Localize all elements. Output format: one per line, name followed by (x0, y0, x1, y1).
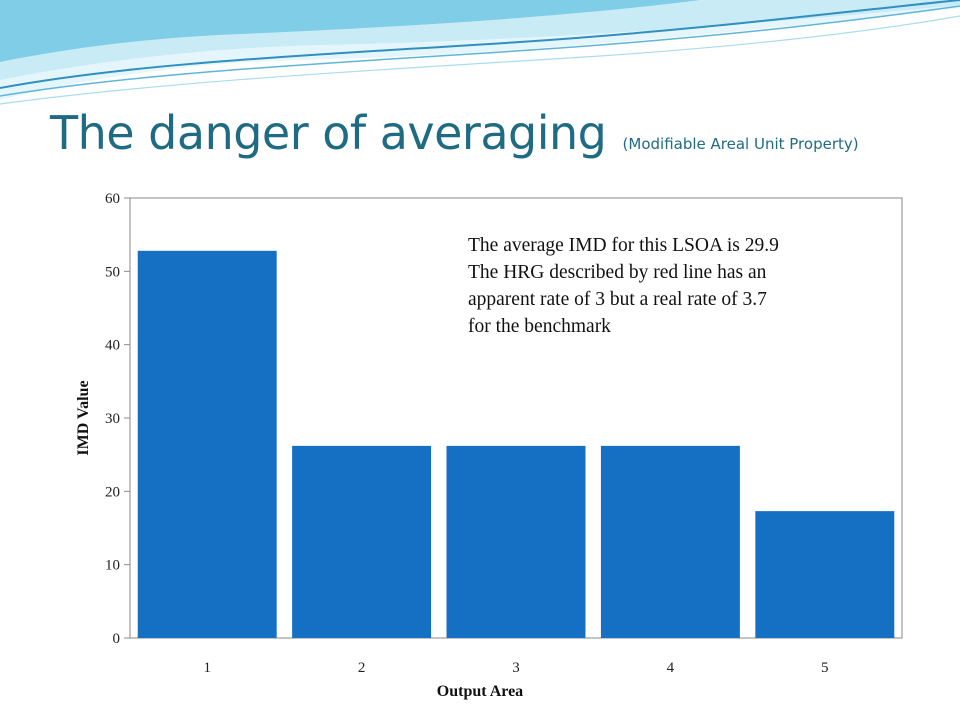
decorative-wave-banner (0, 0, 960, 105)
bar-chart: 0 10 20 30 40 50 60 1 2 3 4 5 Output Area IMD Value (75, 191, 903, 700)
y-tick-label: 50 (105, 264, 120, 280)
y-tick-label: 30 (105, 411, 120, 427)
x-tick-label: 2 (358, 660, 366, 676)
x-tick-label: 1 (203, 660, 211, 676)
y-axis-title: IMD Value (75, 380, 92, 455)
x-tick-label: 3 (512, 660, 520, 676)
slide-title: The danger of averaging (Modifiable Area… (50, 106, 859, 160)
bar (600, 445, 740, 638)
subtitle-text: (Modifiable Areal Unit Property) (622, 135, 859, 153)
y-tick-label: 20 (105, 484, 120, 500)
bar (292, 445, 432, 638)
x-axis-title: Output Area (437, 683, 523, 700)
chart-annotation: The average IMD for this LSOA is 29.9 Th… (468, 235, 779, 337)
y-tick-label: 40 (105, 338, 120, 354)
bar (137, 250, 277, 639)
x-tick-label: 4 (667, 660, 675, 676)
x-tick-label: 5 (821, 660, 829, 676)
y-tick-label: 60 (105, 191, 120, 207)
bar (755, 511, 895, 638)
title-text: The danger of averaging (50, 106, 607, 160)
y-tick-label: 0 (113, 631, 121, 647)
bar (446, 445, 586, 638)
y-tick-label: 10 (105, 558, 120, 574)
